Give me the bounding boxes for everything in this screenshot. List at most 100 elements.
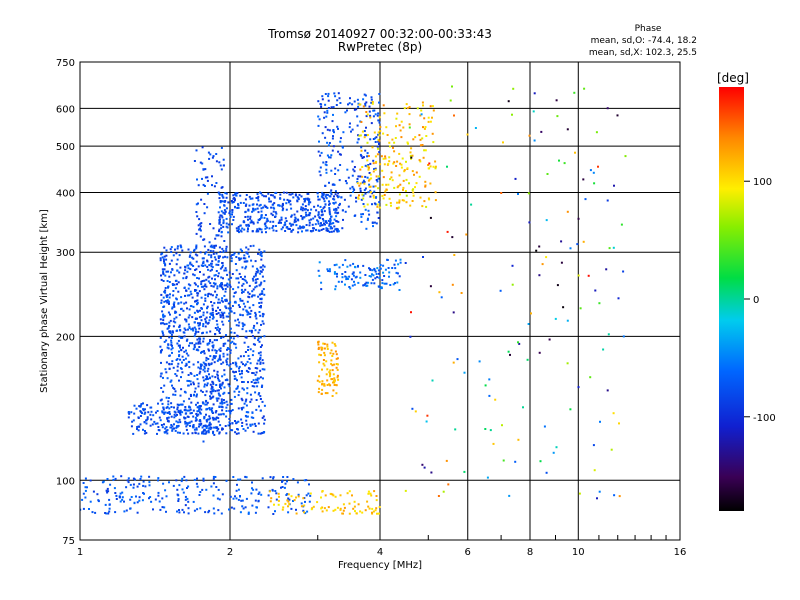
data-point [192, 257, 195, 260]
data-point [209, 269, 212, 272]
data-point [193, 478, 196, 481]
data-point [216, 389, 219, 392]
data-point [198, 340, 201, 343]
data-point [366, 155, 369, 158]
data-point [211, 380, 214, 383]
data-point [535, 249, 538, 252]
data-point [371, 278, 374, 281]
data-point [526, 358, 529, 361]
data-point [364, 164, 367, 167]
data-point [337, 92, 340, 95]
data-point [194, 431, 197, 434]
data-point [226, 273, 229, 276]
data-point [204, 299, 207, 302]
data-point [185, 318, 188, 321]
data-point [256, 367, 259, 370]
data-point [202, 424, 205, 427]
data-point [212, 155, 215, 158]
data-point [200, 222, 203, 225]
data-point [222, 342, 225, 345]
data-point [196, 410, 199, 413]
data-point [593, 469, 596, 472]
data-point [179, 403, 182, 406]
data-point [185, 479, 188, 482]
data-point [229, 255, 232, 258]
data-point [173, 304, 175, 306]
data-point [384, 268, 387, 271]
data-point [108, 510, 111, 513]
data-point [361, 157, 364, 159]
data-point [333, 225, 336, 228]
data-point [261, 368, 264, 371]
data-point [358, 184, 361, 187]
data-point [365, 115, 368, 118]
data-point [177, 281, 180, 284]
data-point [175, 279, 178, 282]
data-point [106, 487, 109, 490]
data-point [253, 385, 256, 388]
y-tick-label: 200 [56, 332, 75, 343]
data-point [225, 247, 228, 250]
data-point [255, 378, 258, 381]
data-point [190, 383, 192, 386]
data-point [212, 430, 215, 433]
data-point [206, 370, 209, 373]
data-point [217, 257, 220, 260]
data-point [176, 329, 179, 332]
data-point [280, 486, 282, 489]
data-point [212, 395, 215, 398]
data-point [359, 120, 362, 123]
data-point [248, 296, 251, 299]
data-point [139, 423, 142, 426]
data-point [84, 477, 87, 480]
data-point [376, 276, 379, 279]
data-point [245, 246, 248, 249]
data-point [192, 363, 195, 366]
data-point [237, 252, 240, 255]
data-point [362, 284, 365, 287]
data-point [212, 403, 215, 406]
data-point [329, 221, 332, 223]
data-point [318, 361, 321, 364]
data-point [185, 352, 188, 355]
data-point [179, 421, 182, 424]
data-point [317, 124, 320, 127]
data-point [388, 197, 391, 200]
data-point [187, 416, 190, 418]
data-point [254, 425, 257, 427]
data-point [186, 338, 189, 341]
data-point [161, 268, 164, 271]
data-point [555, 446, 558, 449]
data-point [283, 224, 286, 227]
data-point [97, 499, 100, 502]
data-point [366, 500, 369, 503]
data-point [208, 349, 210, 352]
data-point [232, 288, 235, 291]
data-point [115, 498, 118, 500]
data-point [199, 491, 202, 493]
data-point [201, 280, 204, 282]
data-point [222, 196, 225, 199]
data-point [339, 508, 342, 511]
data-point [193, 335, 196, 338]
data-point [332, 509, 335, 512]
data-point [202, 479, 205, 482]
data-point [220, 337, 223, 339]
data-point [359, 175, 362, 178]
data-point [242, 381, 245, 383]
data-point [233, 395, 236, 398]
data-point [202, 337, 205, 340]
data-point [134, 478, 136, 481]
data-point [162, 482, 165, 485]
data-point [242, 202, 245, 204]
data-point [182, 309, 185, 312]
data-point [222, 344, 225, 347]
data-point [339, 102, 342, 104]
data-point [187, 507, 190, 510]
data-point [307, 492, 310, 495]
data-point [220, 227, 223, 230]
data-point [203, 203, 206, 205]
data-point [209, 408, 211, 411]
data-point [327, 219, 330, 222]
data-point [225, 307, 228, 310]
